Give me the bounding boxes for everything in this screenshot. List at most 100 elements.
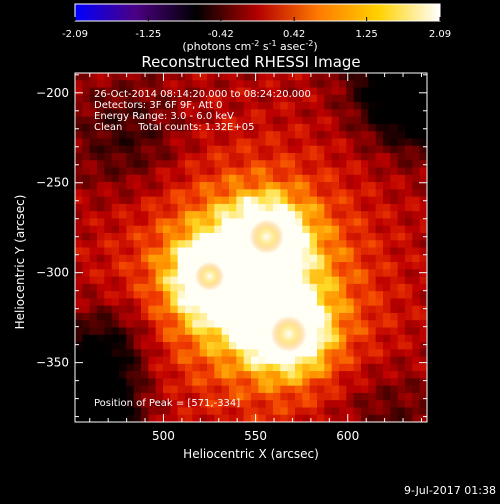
heatmap-cell xyxy=(346,407,355,416)
heatmap-cell xyxy=(133,211,142,219)
heatmap-cell xyxy=(214,94,223,103)
heatmap-cell xyxy=(126,371,135,379)
heatmap-cell xyxy=(243,131,252,139)
heatmap-cell xyxy=(397,327,406,336)
heatmap-cell xyxy=(199,305,208,314)
heatmap-cell xyxy=(141,116,149,125)
heatmap-cell xyxy=(177,94,186,103)
heatmap-cell xyxy=(229,138,237,147)
heatmap-cell xyxy=(405,116,413,125)
heatmap-cell xyxy=(287,182,296,190)
heatmap-cell xyxy=(177,240,186,248)
heatmap-cell xyxy=(419,131,427,139)
heatmap-cell xyxy=(419,371,427,379)
heatmap-cell xyxy=(111,145,120,154)
heatmap-cell xyxy=(126,211,135,219)
heatmap-cell xyxy=(383,378,391,387)
heatmap-cell xyxy=(361,189,369,197)
heatmap-cell xyxy=(265,167,274,176)
heatmap-cell xyxy=(287,378,296,387)
heatmap-cell xyxy=(295,152,303,161)
heatmap-cell xyxy=(361,400,369,408)
heatmap-cell xyxy=(119,327,127,336)
heatmap-cell xyxy=(331,167,340,176)
heatmap-cell xyxy=(280,283,289,292)
heatmap-cell xyxy=(368,305,377,314)
heatmap-cell xyxy=(419,363,427,372)
heatmap-cell xyxy=(141,240,149,248)
heatmap-cell xyxy=(82,320,91,328)
heatmap-cell xyxy=(236,182,245,190)
heatmap-cell xyxy=(148,123,157,132)
heatmap-cell xyxy=(177,378,186,387)
heatmap-cell xyxy=(148,283,157,292)
heatmap-cell xyxy=(82,182,91,190)
heatmap-cell xyxy=(82,342,91,350)
heatmap-cell xyxy=(214,392,223,401)
heatmap-cell xyxy=(258,152,267,161)
heatmap-cell xyxy=(295,203,303,212)
heatmap-cell xyxy=(97,407,105,416)
heatmap-cell xyxy=(361,196,369,205)
heatmap-cell xyxy=(273,392,281,401)
heatmap-cell xyxy=(177,254,186,263)
heatmap-cell xyxy=(287,349,296,357)
heatmap-cell xyxy=(287,167,296,176)
heatmap-cell xyxy=(89,283,98,292)
heatmap-cell xyxy=(214,218,223,227)
heatmap-cell xyxy=(405,356,413,365)
heatmap-cell xyxy=(133,392,142,401)
heatmap-cell xyxy=(229,80,237,88)
heatmap-cell xyxy=(317,196,325,205)
heatmap-cell xyxy=(199,400,208,408)
heatmap-cell xyxy=(390,152,399,161)
heatmap-cell xyxy=(170,342,179,350)
heatmap-cell xyxy=(170,305,179,314)
heatmap-cell xyxy=(155,116,164,125)
heatmap-cell xyxy=(317,87,325,96)
heatmap-cell xyxy=(331,414,340,422)
heatmap-cell xyxy=(302,283,311,292)
heatmap-cell xyxy=(75,247,83,256)
heatmap-cell xyxy=(295,298,303,307)
heatmap-cell xyxy=(419,254,427,263)
heatmap-cell xyxy=(383,80,391,88)
heatmap-cell xyxy=(361,356,369,365)
heatmap-cell xyxy=(207,167,215,176)
heatmap-cell xyxy=(353,152,362,161)
heatmap-cell xyxy=(141,334,149,343)
heatmap-cell xyxy=(251,116,259,125)
heatmap-cell xyxy=(419,407,427,416)
heatmap-cell xyxy=(390,269,399,277)
heatmap-cell xyxy=(295,407,303,416)
heatmap-cell xyxy=(331,363,340,372)
heatmap-cell xyxy=(97,262,105,270)
heatmap-cell xyxy=(207,327,215,336)
heatmap-cell xyxy=(390,400,399,408)
heatmap-cell xyxy=(170,138,179,147)
heatmap-cell xyxy=(111,327,120,336)
heatmap-cell xyxy=(229,102,237,110)
heatmap-cell xyxy=(104,342,113,350)
heatmap-cell xyxy=(302,400,311,408)
heatmap-cell xyxy=(185,298,193,307)
heatmap-cell xyxy=(163,138,171,147)
heatmap-cell xyxy=(207,152,215,161)
heatmap-cell xyxy=(163,407,171,416)
heatmap-cell xyxy=(309,109,318,118)
heatmap-cell xyxy=(361,174,369,183)
heatmap-cell xyxy=(192,298,201,307)
heatmap-cell xyxy=(309,87,318,96)
heatmap-cell xyxy=(243,327,252,336)
heatmap-cell xyxy=(287,211,296,219)
heatmap-cell xyxy=(317,378,325,387)
heatmap-cell xyxy=(82,262,91,270)
heatmap-cell xyxy=(207,342,215,350)
heatmap-cell xyxy=(302,109,311,118)
heatmap-cell xyxy=(207,211,215,219)
heatmap-cell xyxy=(251,102,259,110)
heatmap-cell xyxy=(361,363,369,372)
heatmap-cell xyxy=(361,327,369,336)
heatmap-cell xyxy=(287,174,296,183)
heatmap-cell xyxy=(207,218,215,227)
